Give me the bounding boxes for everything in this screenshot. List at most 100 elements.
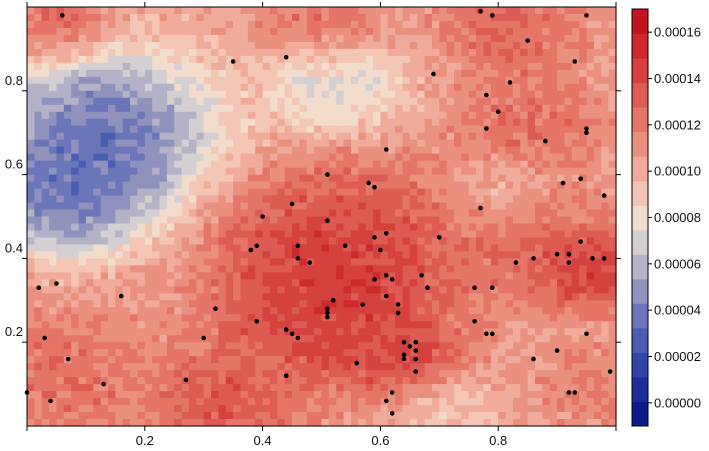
heat-cell [336,195,345,204]
heat-cell [255,34,264,43]
heat-cell [512,223,521,232]
heat-cell [542,258,551,266]
heat-cell [299,258,308,266]
heat-cell [505,258,514,266]
heat-cell [498,251,507,259]
heat-cell [431,258,440,266]
heat-cell [306,328,315,336]
heat-cell [255,405,264,413]
heat-cell [601,146,610,155]
colorbar: 0.000000.000020.000040.000060.000080.000… [631,8,701,427]
heat-cell [505,223,514,232]
heat-cell [336,132,345,141]
heat-cell [343,342,352,350]
heat-cell [380,160,389,169]
heat-cell [498,174,507,183]
heat-cell [328,83,337,92]
heat-cell [439,286,448,294]
heat-cell [107,27,116,36]
colorbar-swatch [632,376,648,402]
heat-cell [468,223,477,232]
heat-cell [137,174,146,183]
heat-cell [34,419,43,427]
heat-cell [321,391,330,399]
heat-cell [299,167,308,176]
heat-cell [63,342,72,350]
heat-cell [78,139,87,148]
heat-cell [409,342,418,350]
heat-cell [130,328,139,336]
heat-cell [343,349,352,357]
heat-cell [527,7,536,15]
heat-cell [277,195,286,204]
heat-cell [34,69,43,78]
heat-cell [373,307,381,315]
heat-cell [85,279,94,287]
heat-cell [56,384,65,392]
heat-cell [439,258,448,266]
heat-cell [71,265,80,273]
heat-cell [336,160,345,169]
heat-cell [557,7,566,15]
heat-cell [284,83,293,92]
heat-cell [439,111,448,120]
sample-point [566,260,572,265]
heat-cell [211,153,220,162]
heat-cell [188,419,197,427]
heat-cell [255,258,264,266]
sample-point [478,8,483,14]
heat-cell [115,195,124,204]
heat-cell [56,139,65,148]
heat-cell [527,216,536,225]
heat-cell [571,300,580,308]
heat-cell [196,293,205,301]
heat-cell [292,293,301,301]
heat-cell [225,48,234,57]
heat-cell [446,153,455,162]
heat-cell [100,251,109,259]
heat-cell [247,181,256,190]
heat-cell [461,27,470,36]
heat-cell [564,97,573,106]
heat-cell [41,405,50,413]
heat-cell [181,62,190,71]
heat-cell [328,7,337,15]
heat-cell [255,321,264,329]
heat-cell [130,349,139,357]
heat-cell [306,279,315,287]
heat-cell [107,286,116,294]
heat-cell [343,237,352,246]
heat-cell [225,237,234,246]
heat-cell [542,153,551,162]
heat-cell [122,125,131,134]
heat-cell [255,370,264,378]
heat-cell [174,160,183,169]
heat-cell [373,349,381,357]
heat-cell [402,125,411,134]
heat-cell [107,279,116,287]
heat-cell [314,69,323,78]
heat-cell [387,384,396,392]
heat-cell [417,34,426,43]
heat-cell [564,27,573,36]
heat-cell [71,258,80,266]
heat-cell [166,321,175,329]
heat-cell [454,293,462,301]
heat-cell [350,377,359,385]
heat-cell [211,307,220,315]
heat-cell [358,55,367,64]
heat-cell [454,349,462,357]
heat-cell [505,335,514,343]
heat-cell [262,216,271,225]
heat-cell [395,335,404,343]
heat-cell [535,251,543,259]
heat-cell [476,34,485,43]
heat-cell [218,27,227,36]
heat-cell [461,104,470,113]
heat-cell [269,216,278,225]
heat-cell [321,13,330,22]
heat-cell [144,377,153,385]
heat-cell [27,272,35,280]
heat-cell [122,377,131,385]
heat-cell [122,328,131,336]
